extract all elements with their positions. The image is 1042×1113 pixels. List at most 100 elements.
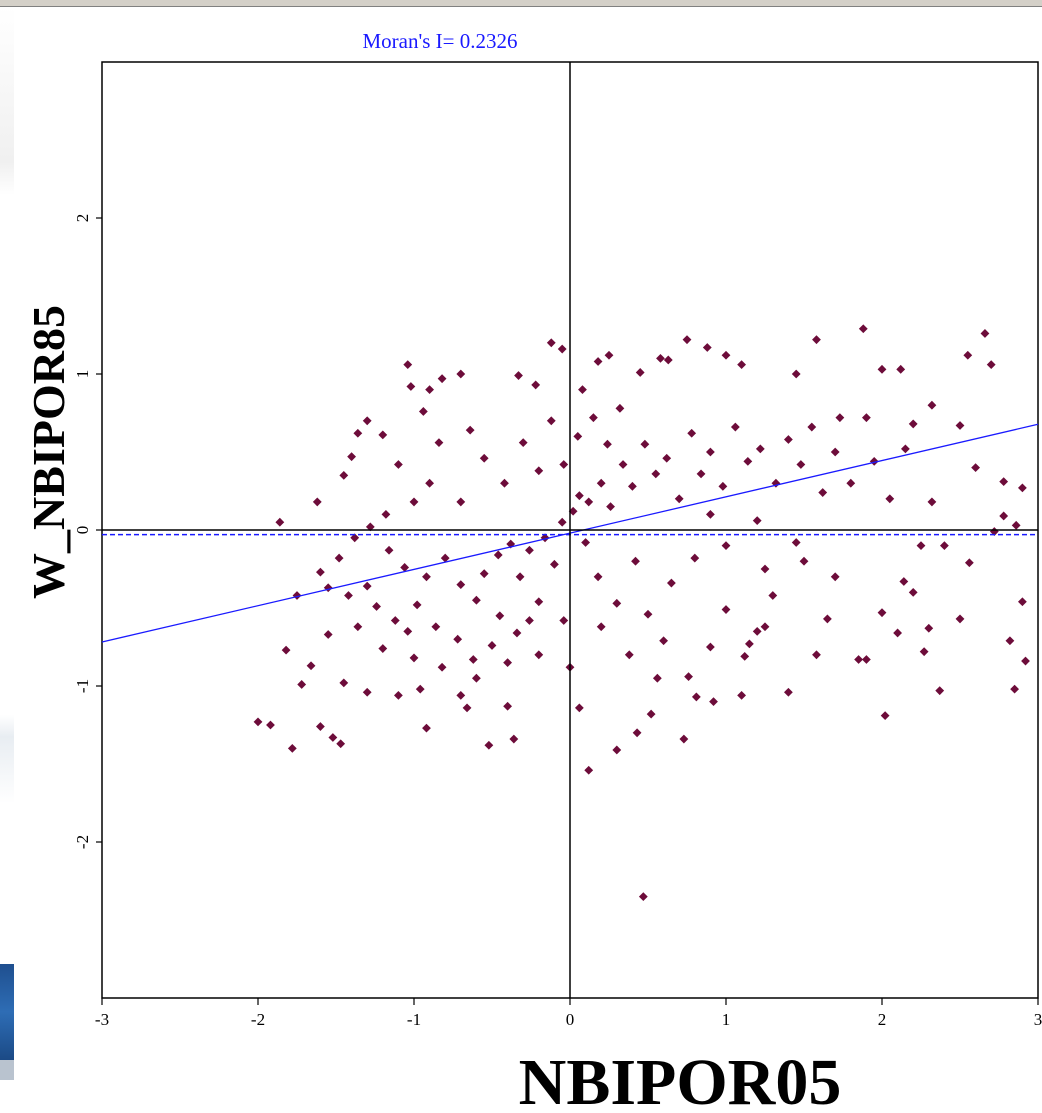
data-point	[796, 460, 806, 469]
x-tick-label: 2	[878, 1010, 887, 1029]
data-point	[531, 380, 541, 390]
data-point	[394, 460, 403, 469]
background-window-edge	[0, 7, 14, 1113]
data-point	[559, 460, 569, 469]
data-point	[663, 355, 673, 365]
data-point	[372, 602, 381, 611]
data-point	[737, 690, 746, 700]
data-point	[1018, 597, 1027, 607]
data-point	[596, 622, 606, 632]
data-point	[908, 419, 918, 429]
data-point	[869, 456, 879, 466]
data-point	[743, 456, 753, 466]
data-point	[835, 413, 845, 423]
data-point	[854, 655, 863, 664]
data-point	[418, 407, 428, 416]
data-point	[568, 506, 578, 516]
data-point	[999, 511, 1009, 521]
data-point	[706, 510, 715, 519]
data-point	[362, 687, 372, 697]
data-point	[596, 478, 606, 488]
data-point	[684, 672, 693, 682]
x-axis-ticks: -3 -2 -1 0 1 2 3	[95, 998, 1042, 1029]
data-point	[980, 329, 990, 338]
data-point	[659, 636, 668, 646]
data-point	[812, 335, 821, 345]
data-point	[709, 697, 718, 706]
data-point	[403, 627, 413, 636]
data-point	[718, 481, 728, 491]
x-axis-title: NBIPOR05	[519, 1046, 842, 1113]
data-point	[275, 517, 285, 527]
data-point	[940, 541, 949, 550]
data-point	[412, 600, 422, 610]
data-point	[612, 598, 622, 608]
data-point	[823, 614, 832, 624]
data-point	[384, 545, 394, 555]
data-point	[344, 591, 353, 600]
data-point	[493, 550, 503, 560]
data-point	[908, 588, 918, 597]
data-point	[378, 644, 388, 653]
data-point	[281, 645, 291, 655]
data-point	[534, 466, 544, 476]
data-point	[557, 344, 567, 354]
data-point	[935, 686, 945, 696]
plot-area[interactable]	[101, 61, 1039, 999]
data-point	[394, 690, 403, 700]
data-point	[643, 609, 653, 619]
data-point	[624, 650, 634, 660]
data-point	[534, 597, 544, 607]
data-point	[830, 447, 840, 457]
data-point	[899, 577, 909, 586]
data-point	[574, 703, 584, 713]
x-tick-label: 0	[566, 1010, 575, 1029]
data-point	[406, 382, 416, 391]
data-point	[640, 439, 650, 449]
data-point	[702, 343, 712, 352]
data-point	[615, 403, 625, 413]
data-point	[618, 460, 628, 469]
data-point	[916, 541, 926, 550]
data-point	[312, 497, 322, 507]
data-point	[350, 533, 360, 543]
data-point	[593, 357, 603, 366]
data-point	[297, 680, 307, 689]
data-point	[316, 567, 325, 577]
data-point	[964, 558, 974, 568]
data-point	[885, 494, 895, 504]
y-tick-label: 2	[73, 214, 92, 223]
data-point	[378, 430, 388, 440]
data-point	[1021, 656, 1030, 666]
data-points	[253, 324, 1030, 901]
data-point	[472, 595, 481, 605]
data-point	[546, 338, 556, 348]
data-point	[487, 641, 497, 650]
data-point	[628, 481, 637, 491]
data-point	[721, 605, 731, 614]
data-point	[818, 488, 828, 497]
data-point	[347, 452, 356, 462]
x-tick-label: -3	[95, 1010, 109, 1029]
data-point	[381, 510, 391, 519]
data-point	[453, 634, 463, 644]
data-point	[550, 559, 559, 569]
data-point	[963, 350, 973, 360]
data-point	[589, 413, 598, 423]
data-point	[456, 369, 466, 379]
data-point	[706, 642, 715, 652]
data-point	[752, 516, 762, 526]
data-point	[353, 428, 363, 438]
data-point	[339, 471, 349, 480]
data-point	[656, 354, 665, 363]
data-point	[503, 701, 512, 711]
x-tick-label: 1	[722, 1010, 731, 1029]
data-point	[253, 717, 263, 727]
data-point	[422, 723, 431, 733]
data-point	[1005, 636, 1015, 646]
data-point	[584, 497, 594, 507]
data-point	[784, 435, 793, 444]
data-point	[635, 368, 645, 377]
data-point	[581, 538, 590, 547]
